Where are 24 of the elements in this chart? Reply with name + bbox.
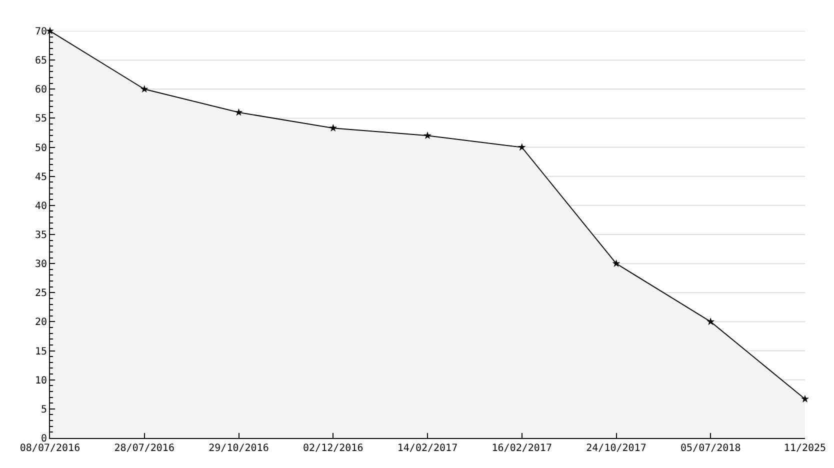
y-tick-label: 5 (40, 404, 47, 416)
y-tick-label: 35 (34, 230, 47, 241)
y-tick-label: 55 (34, 114, 47, 125)
y-tick-label: 70 (34, 26, 47, 38)
x-tick-label: 29/10/2016 (208, 443, 269, 454)
y-tick-label: 10 (34, 375, 47, 386)
x-tick-label: 16/02/2017 (492, 443, 552, 454)
y-tick-label: 60 (34, 84, 47, 96)
x-tick-label: 28/07/2016 (114, 443, 174, 454)
y-tick-label: 0 (40, 434, 47, 444)
y-tick-label: 30 (34, 259, 47, 270)
x-tick-label: 24/10/2017 (586, 443, 646, 454)
x-tick-label: 02/12/2016 (303, 443, 364, 454)
y-tick-label: 25 (34, 288, 47, 300)
x-tick-label: 05/07/2018 (680, 443, 741, 454)
x-tick-label: 11/2025 (784, 443, 826, 454)
y-tick-label: 50 (34, 142, 47, 154)
y-tick-label: 65 (34, 56, 47, 67)
y-tick-label: 40 (34, 200, 47, 212)
x-tick-label: 14/02/2017 (397, 443, 458, 454)
y-tick-label: 15 (34, 346, 47, 358)
y-tick-label: 45 (34, 172, 47, 183)
x-tick-label: 08/07/2016 (20, 443, 80, 454)
y-tick-label: 20 (34, 317, 47, 328)
